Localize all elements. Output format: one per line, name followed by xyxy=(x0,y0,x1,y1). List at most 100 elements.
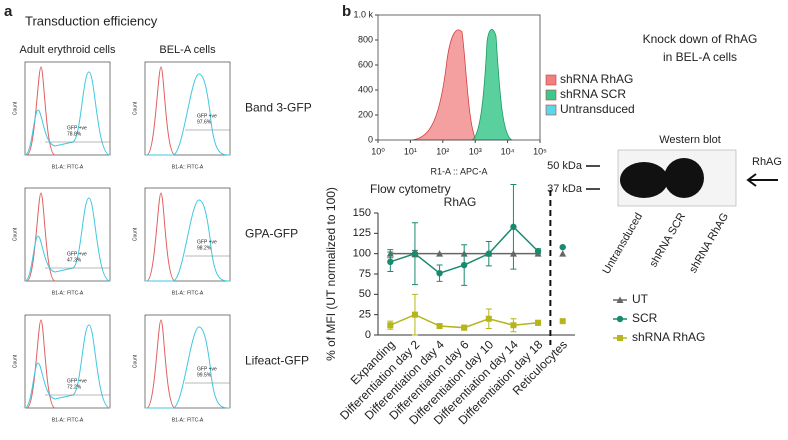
histogram-curve xyxy=(146,66,176,156)
band-label: RhAG xyxy=(752,156,782,168)
y-axis-label: Count xyxy=(132,101,138,115)
row-label: Lifeact-GFP xyxy=(245,354,309,368)
plot-frame xyxy=(24,61,111,156)
y-axis-label: Count xyxy=(12,101,18,115)
blot-band xyxy=(664,158,704,198)
legend-label: Untransduced xyxy=(560,102,635,116)
y-axis-label: Count xyxy=(12,227,18,241)
gate-label: GFP +ve xyxy=(197,239,217,245)
legend-marker xyxy=(616,315,624,323)
point xyxy=(510,223,517,231)
plot-frame xyxy=(144,187,231,282)
point xyxy=(535,319,542,326)
histogram-curve xyxy=(146,192,176,282)
lane-label: shRNA SCR xyxy=(647,211,688,269)
x-tick-label: 10³ xyxy=(469,146,482,156)
histogram-curve xyxy=(24,197,111,282)
legend-marker xyxy=(617,335,623,341)
gate-percent: 72.2% xyxy=(67,384,82,390)
gate-percent: 47.3% xyxy=(67,257,82,263)
gate-label: GFP +ve xyxy=(197,366,217,372)
plot-frame xyxy=(24,314,111,409)
y-tick-label: 25 xyxy=(359,309,371,321)
y-axis-label: Count xyxy=(132,354,138,368)
point xyxy=(534,248,542,255)
point xyxy=(485,315,492,322)
panel-label: a xyxy=(4,3,13,20)
histogram-curve xyxy=(24,324,111,409)
column-header: Adult erythroid cells xyxy=(20,44,116,56)
legend-label: SCR xyxy=(632,311,658,325)
point xyxy=(559,318,566,325)
y-tick-label: 150 xyxy=(353,207,371,219)
gate-percent: 78.8% xyxy=(67,131,82,137)
blot-band xyxy=(620,162,668,198)
point xyxy=(436,323,443,330)
x-tick-label: 10⁵ xyxy=(533,146,547,156)
point xyxy=(559,243,566,251)
point xyxy=(411,250,419,257)
point xyxy=(387,258,394,265)
y-axis-label: Count xyxy=(132,227,138,241)
plot-frame xyxy=(144,314,231,409)
y-tick-label: 125 xyxy=(353,227,371,239)
x-tick-label: 10¹ xyxy=(404,146,417,156)
y-tick-label: 50 xyxy=(359,288,371,300)
point xyxy=(436,269,443,277)
gate-label: GFP +ve xyxy=(67,378,87,384)
legend-marker xyxy=(616,296,624,303)
point xyxy=(436,250,444,257)
legend-label: shRNA SCR xyxy=(560,87,626,101)
lane-label: Untransduced xyxy=(600,211,645,276)
x-axis-label: B1-A:: FITC-A xyxy=(52,290,84,296)
y-tick-label: 1.0 k xyxy=(353,9,373,19)
arrow xyxy=(746,173,778,187)
x-tick-label: 10² xyxy=(436,146,449,156)
y-tick-label: 400 xyxy=(358,84,373,94)
gate-label: GFP +ve xyxy=(67,251,87,257)
x-axis-label: R1-A :: APC-A xyxy=(430,166,487,176)
heading: in BEL-A cells xyxy=(663,50,737,64)
row-label: Band 3-GFP xyxy=(245,101,312,115)
blot-title: Western blot xyxy=(659,134,721,146)
x-axis-label: B1-A:: FITC-A xyxy=(172,417,204,423)
histogram-curve xyxy=(24,71,111,156)
plot-frame xyxy=(144,61,231,156)
x-axis-label: B1-A:: FITC-A xyxy=(172,290,204,296)
plot-frame xyxy=(24,187,111,282)
y-tick-label: 0 xyxy=(365,329,371,341)
marker-label: 37 kDa xyxy=(547,183,583,195)
x-axis-label: B1-A:: FITC-A xyxy=(52,164,84,170)
histogram-curve xyxy=(411,29,477,141)
point xyxy=(411,311,418,318)
y-tick-label: 600 xyxy=(358,59,373,69)
y-tick-label: 800 xyxy=(358,34,373,44)
x-axis-label: B1-A:: FITC-A xyxy=(172,164,204,170)
x-tick-label: 10⁴ xyxy=(501,146,515,156)
gate-label: GFP +ve xyxy=(197,113,217,119)
row-label: GPA-GFP xyxy=(245,227,298,241)
y-tick-label: 0 xyxy=(368,134,373,144)
histogram-curve xyxy=(471,29,513,141)
point xyxy=(461,324,468,331)
legend-label: UT xyxy=(632,292,649,306)
panel-title: Transduction efficiency xyxy=(25,13,158,28)
panel-label: b xyxy=(342,3,351,20)
heading: Knock down of RhAG xyxy=(643,32,758,46)
legend-label: shRNA RhAG xyxy=(560,72,633,86)
x-tick-label: 10⁰ xyxy=(371,146,385,156)
legend-label: shRNA RhAG xyxy=(632,330,705,344)
y-tick-label: 75 xyxy=(359,268,371,280)
section-title: Flow cytometry xyxy=(370,182,451,196)
legend-swatch xyxy=(545,74,557,86)
point xyxy=(387,322,394,329)
histogram-curve xyxy=(146,319,176,409)
gate-percent: 98.2% xyxy=(197,245,212,251)
point xyxy=(510,322,517,329)
point xyxy=(559,250,567,257)
column-header: BEL-A cells xyxy=(159,44,216,56)
x-axis-label: B1-A:: FITC-A xyxy=(52,417,84,423)
y-axis-label: Count xyxy=(12,354,18,368)
marker-label: 50 kDa xyxy=(547,160,583,172)
